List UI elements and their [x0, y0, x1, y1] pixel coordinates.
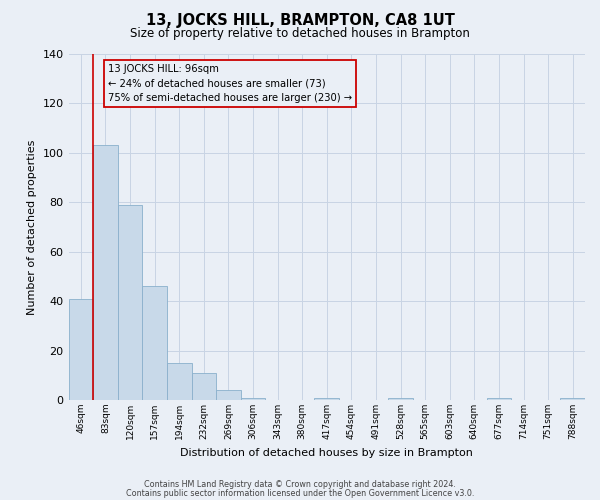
Bar: [487, 398, 511, 400]
Text: Size of property relative to detached houses in Brampton: Size of property relative to detached ho…: [130, 28, 470, 40]
Bar: [68, 298, 93, 400]
Bar: [314, 398, 339, 400]
Text: 13 JOCKS HILL: 96sqm
← 24% of detached houses are smaller (73)
75% of semi-detac: 13 JOCKS HILL: 96sqm ← 24% of detached h…: [108, 64, 352, 104]
Bar: [93, 146, 118, 400]
Y-axis label: Number of detached properties: Number of detached properties: [27, 140, 37, 314]
Text: Contains HM Land Registry data © Crown copyright and database right 2024.: Contains HM Land Registry data © Crown c…: [144, 480, 456, 489]
Text: Contains public sector information licensed under the Open Government Licence v3: Contains public sector information licen…: [126, 488, 474, 498]
Bar: [167, 363, 191, 400]
Bar: [142, 286, 167, 400]
Bar: [118, 205, 142, 400]
Bar: [216, 390, 241, 400]
Bar: [191, 373, 216, 400]
Bar: [388, 398, 413, 400]
Bar: [560, 398, 585, 400]
Text: 13, JOCKS HILL, BRAMPTON, CA8 1UT: 13, JOCKS HILL, BRAMPTON, CA8 1UT: [146, 12, 454, 28]
Bar: [241, 398, 265, 400]
X-axis label: Distribution of detached houses by size in Brampton: Distribution of detached houses by size …: [181, 448, 473, 458]
